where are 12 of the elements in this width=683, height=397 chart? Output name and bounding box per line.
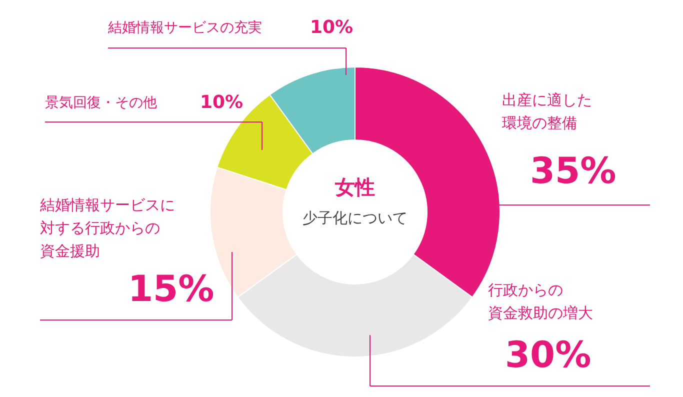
text: 少子化について <box>302 209 408 227</box>
slice-label: 出産に適した環境の整備 <box>502 91 592 132</box>
slice-label: 結婚情報サービスの充実 <box>107 20 262 36</box>
slice-label: 景気回復・その他 <box>45 95 157 111</box>
data-label: 30% <box>505 335 592 376</box>
data-label: 10% <box>200 92 244 113</box>
data-label: 35% <box>530 151 616 192</box>
data-label: 10% <box>310 17 354 38</box>
data-label: 15% <box>128 269 214 310</box>
text: 女性 <box>334 175 375 199</box>
slice-label: 行政からの資金救助の増大 <box>488 281 593 322</box>
slice-label: 結婚情報サービスに対する行政からの資金援助 <box>39 196 175 260</box>
